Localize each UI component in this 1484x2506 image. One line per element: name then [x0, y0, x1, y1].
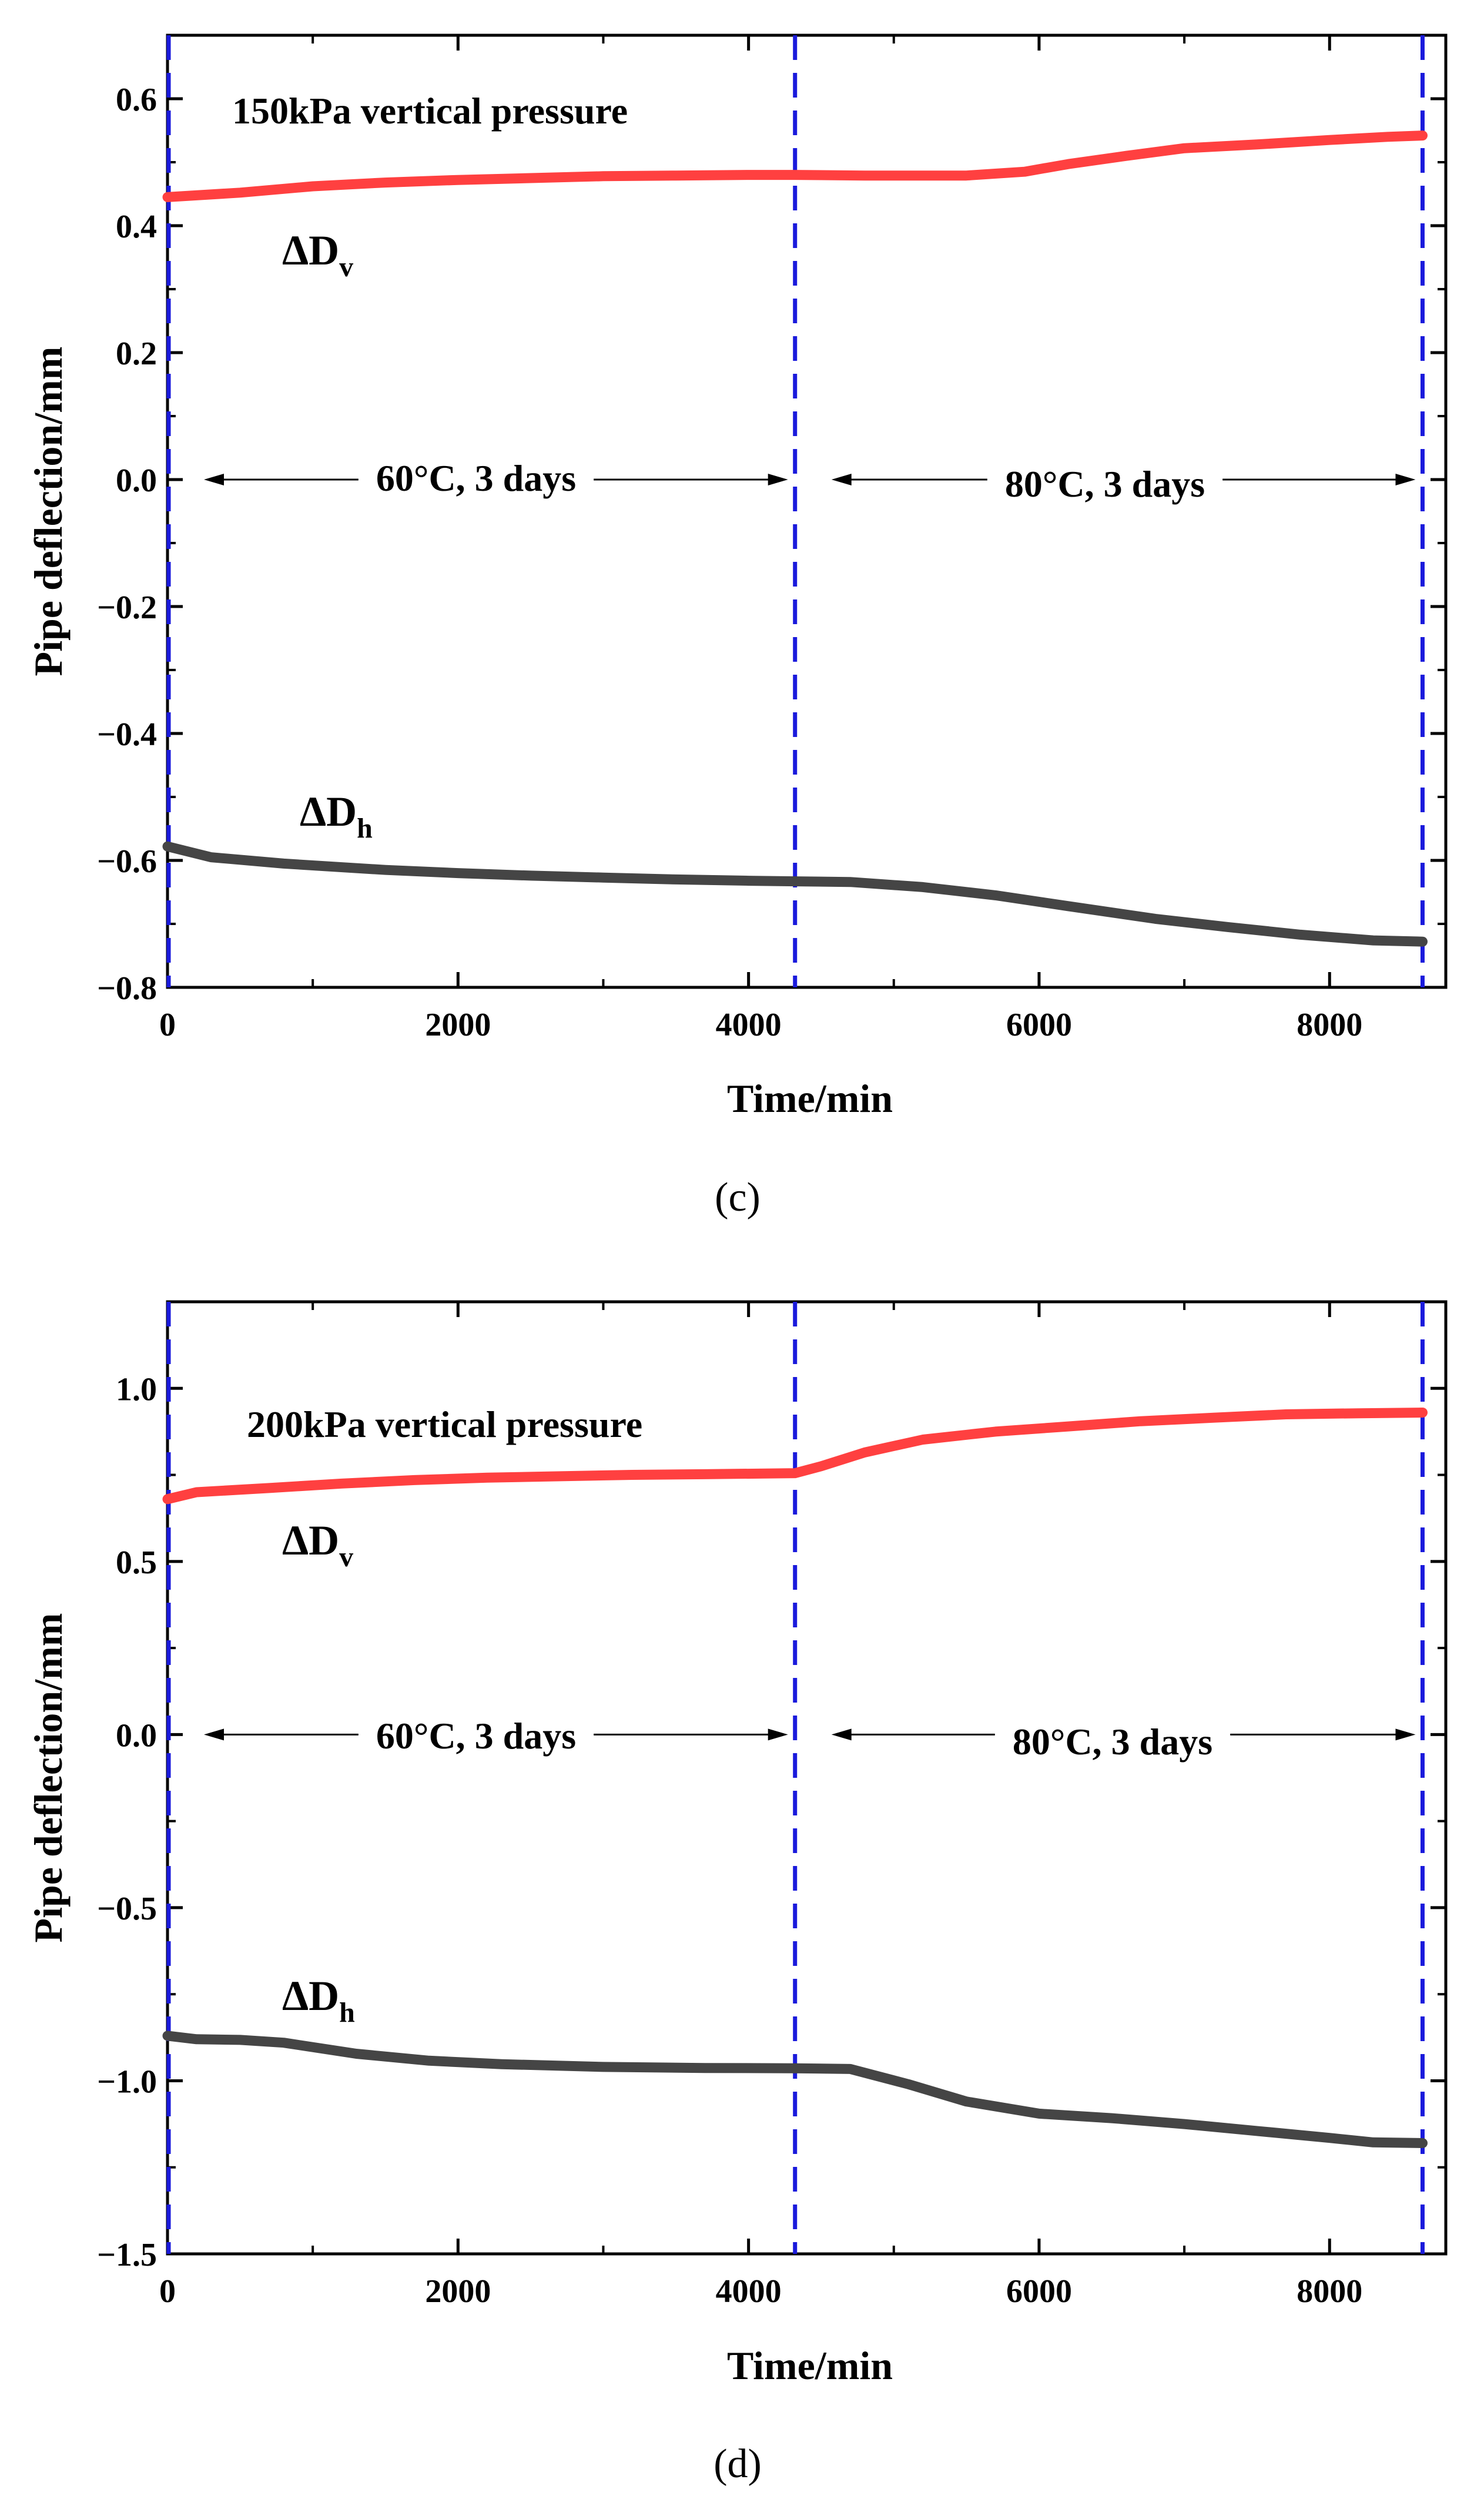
y-tick-label: 0.4: [116, 209, 157, 245]
series-label-dh-main: ΔD: [282, 1972, 339, 2019]
phase-arrow-head-right: [1395, 1728, 1416, 1741]
y-tick-label: 0.2: [116, 336, 157, 372]
series-line: [162, 841, 1428, 947]
x-tick-label: 6000: [1006, 2273, 1072, 2310]
x-tick-label: 2000: [425, 1007, 491, 1043]
y-tick-label: −0.8: [97, 970, 157, 1007]
panel-label-d: (d): [713, 2441, 762, 2487]
pressure-label: 150kPa vertical pressure: [232, 90, 628, 132]
phase-arrow-head-right: [768, 1728, 788, 1741]
x-tick-label: 4000: [716, 2273, 782, 2310]
series-label-dv-main: ΔD: [282, 1517, 339, 1564]
x-tick-label: 8000: [1297, 1007, 1362, 1043]
y-tick-label: −1.5: [97, 2237, 157, 2273]
series-label-dv: ΔDv: [282, 1517, 353, 1573]
y-tick-label: −0.5: [97, 1891, 157, 1927]
x-axis-title: Time/min: [727, 2343, 893, 2388]
x-tick-label: 4000: [716, 1007, 782, 1043]
x-tick-label: 2000: [425, 2273, 491, 2310]
series-label-dh-main: ΔD: [300, 788, 357, 835]
phase-arrow-head-left: [204, 474, 224, 485]
panel-label-c: (c): [715, 1175, 761, 1220]
series-label-dv-main: ΔD: [282, 227, 339, 274]
phase-label-80c: 80°C, 3 days: [1005, 463, 1205, 505]
phase-label-60c: 60°C, 3 days: [376, 457, 576, 499]
y-tick-label: 0.5: [116, 1545, 157, 1581]
series-label-dh-sub: h: [357, 813, 373, 844]
phase-boundary-lines: [166, 1302, 1425, 2254]
phase-label-80c: 80°C, 3 days: [1013, 1721, 1212, 1763]
series-line: [162, 130, 1428, 202]
series-lines: [162, 130, 1428, 947]
series-label-dh: ΔDh: [300, 788, 373, 844]
series-line: [162, 1408, 1428, 1505]
phase-arrow-head-left: [204, 1728, 224, 1741]
series-label-dh: ΔDh: [282, 1972, 355, 2028]
series-label-dh-sub: h: [339, 1997, 355, 2028]
phase-arrows: [204, 1728, 1416, 1741]
phase-arrow-head-left: [831, 474, 852, 485]
series-lines: [162, 1408, 1428, 2148]
x-tick-labels: 0 2000 4000 6000 8000: [159, 1007, 1362, 1043]
y-tick-label: 0.6: [116, 82, 157, 118]
phase-arrow-head-right: [1395, 474, 1416, 485]
chart-panel-c: −0.8 −0.6 −0.4 −0.2 0.0 0.2 0.4 0.6 0 2000 4000 60…: [26, 33, 1448, 1220]
y-axis-title: Pipe deflection/mm: [26, 347, 71, 676]
y-tick-labels: −1.5 −1.0 −0.5 0.0 0.5 1.0: [97, 1371, 157, 2273]
x-tick-label: 6000: [1006, 1007, 1072, 1043]
y-tick-labels: −0.8 −0.6 −0.4 −0.2 0.0 0.2 0.4 0.6: [97, 82, 157, 1007]
phase-arrows: [204, 474, 1416, 485]
chart-panel-d: −1.5−1.0−0.50.00.51.0 0 2000 4000 6000 8000 …: [26, 1300, 1448, 2487]
series-label-dv: ΔDv: [282, 227, 353, 283]
series-line: [162, 2031, 1428, 2148]
pressure-label: 200kPa vertical pressure: [247, 1403, 642, 1445]
x-tick-label: 0: [159, 1007, 176, 1043]
x-tick-label: 0: [159, 2273, 176, 2310]
y-tick-label: −1.0: [97, 2063, 157, 2100]
y-tick-label: −0.6: [97, 843, 157, 880]
y-axis-title: Pipe deflection/mm: [26, 1613, 71, 1943]
y-tick-label: 1.0: [116, 1371, 157, 1408]
x-tick-labels: 0 2000 4000 6000 8000: [159, 2273, 1362, 2310]
phase-arrow-head-left: [831, 1728, 852, 1741]
y-tick-label: 0.0: [116, 463, 157, 499]
series-label-dv-sub: v: [339, 252, 353, 283]
y-tick-label: −0.4: [97, 716, 157, 753]
series-label-dv-sub: v: [339, 1542, 353, 1573]
x-axis-title: Time/min: [727, 1076, 893, 1121]
y-tick-label: −0.2: [97, 589, 157, 626]
phase-label-60c: 60°C, 3 days: [376, 1715, 576, 1757]
y-tick-label: 0.0: [116, 1717, 157, 1754]
phase-arrow-head-right: [768, 474, 788, 485]
x-tick-label: 8000: [1297, 2273, 1362, 2310]
